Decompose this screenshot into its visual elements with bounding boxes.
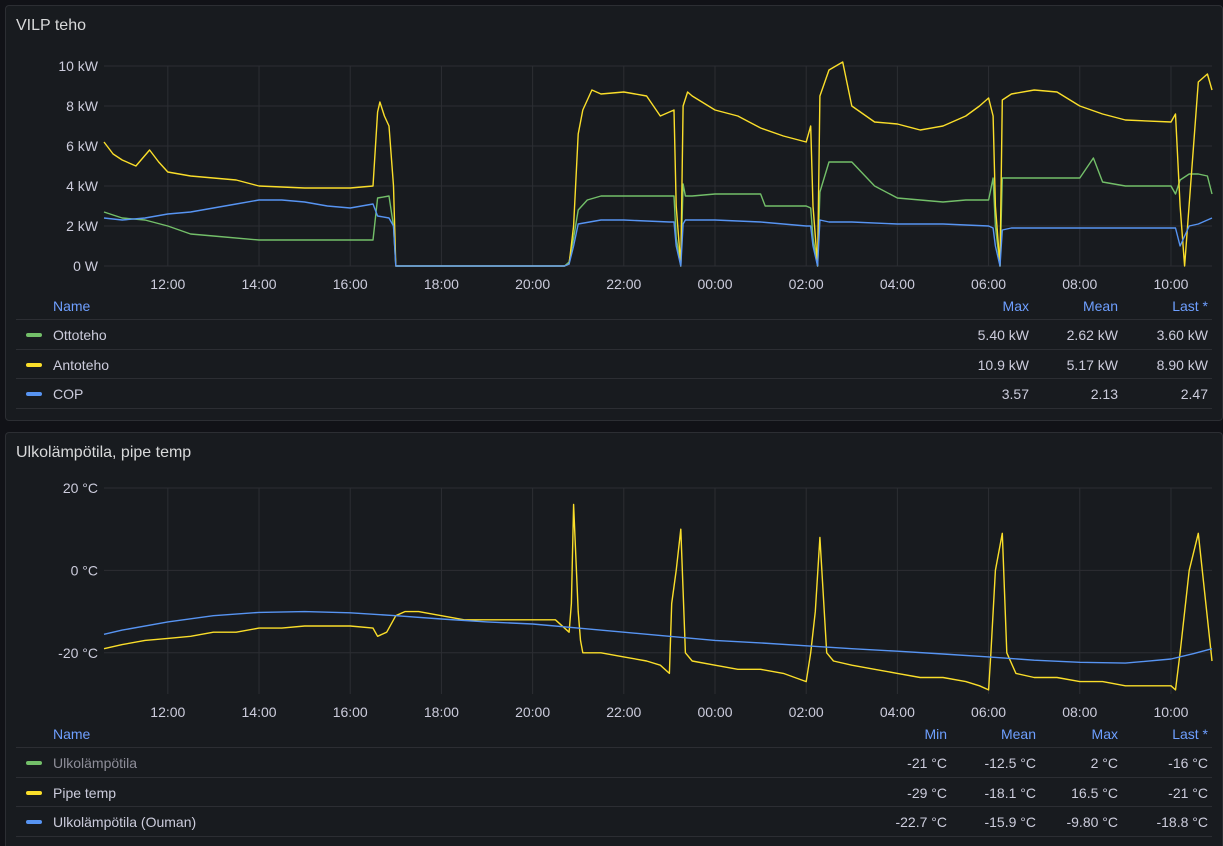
series-line-pipe-temp[interactable] [103,503,1213,691]
legend-row[interactable]: Ulkolämpötila -21 °C -12.5 °C 2 °C -16 °C [16,748,1212,778]
y-tick-label: 4 kW [66,178,99,194]
x-tick-label: 06:00 [971,276,1006,292]
y-tick-label: 0 °C [71,562,98,578]
x-tick-label: 02:00 [789,704,824,720]
legend-column-header[interactable]: Min [924,726,947,742]
legend-name-header[interactable]: Name [53,298,91,314]
x-tick-label: 02:00 [789,276,824,292]
x-tick-label: 18:00 [424,276,459,292]
legend-row[interactable]: Antoteho 10.9 kW 5.17 kW 8.90 kW [16,350,1212,379]
x-tick-label: 00:00 [697,704,732,720]
legend-name-header[interactable]: Name [53,726,91,742]
legend-value: 2.47 [1180,386,1208,402]
x-tick-label: 14:00 [242,276,277,292]
y-tick-label: -20 °C [58,645,98,661]
legend-series-name[interactable]: Antoteho [53,356,110,373]
x-tick-label: 22:00 [606,704,641,720]
temperature-chart[interactable]: -20 °C 0 °C 20 °C 12:00 14:00 16:00 18:00 20:00… [6,433,1222,733]
x-tick-label: 16:00 [333,704,368,720]
series-line-ulkol-mp-tila-ouman-[interactable] [103,610,1213,664]
x-tick-label: 08:00 [1062,704,1097,720]
legend-header: Name Min Mean Max Last * [16,720,1212,748]
x-tick-label: 16:00 [333,276,368,292]
legend-value: -29 °C [907,784,947,801]
legend-value: 3.57 [1001,386,1029,402]
legend-color-swatch[interactable] [26,761,42,765]
legend-column-header[interactable]: Max [1002,298,1029,314]
legend-value: -21 °C [907,755,947,771]
x-tick-label: 20:00 [515,704,550,720]
y-tick-label: 20 °C [63,480,98,496]
legend-value: -15.9 °C [984,814,1036,830]
x-tick-label: 18:00 [424,704,459,720]
legend-color-swatch[interactable] [26,392,42,396]
temperature-legend: Name Min Mean Max Last * Ulkolämpötila -21 °C -… [16,720,1212,837]
legend-value: 5.17 kW [1066,356,1118,373]
panel-title[interactable]: VILP teho [16,17,86,34]
legend-color-swatch[interactable] [26,333,42,337]
panel-title[interactable]: Ulkolämpötila, pipe temp [16,444,192,461]
legend-column-header[interactable]: Last * [1172,726,1208,742]
legend-value: -18.1 °C [984,784,1036,801]
power-panel: VILP teho 0 W 2 kW 4 kW 6 kW 8 kW 10 kW 12:00 1… [5,5,1223,421]
legend-value: 3.60 kW [1156,327,1208,343]
legend-column-header[interactable]: Max [1091,726,1118,742]
legend-column-header[interactable]: Mean [1082,298,1118,314]
legend-value: 2 °C [1090,755,1118,771]
legend-row[interactable]: Ulkolämpötila (Ouman) -22.7 °C -15.9 °C -9.… [16,807,1212,837]
legend-value: -9.80 °C [1066,814,1118,830]
legend-header: Name Max Mean Last * [16,292,1212,320]
legend-value: -22.7 °C [895,814,947,830]
series-line-ottoteho[interactable] [103,157,1213,267]
x-tick-label: 22:00 [606,276,641,292]
legend-value: 2.62 kW [1066,327,1118,343]
power-chart[interactable]: 0 W 2 kW 4 kW 6 kW 8 kW 10 kW 12:00 14:00 16:00 1… [6,6,1222,306]
legend-value: 5.40 kW [977,327,1029,343]
legend-series-name[interactable]: COP [53,386,84,402]
y-tick-label: 0 W [73,258,99,274]
y-tick-label: 2 kW [66,218,99,234]
series-line-antoteho[interactable] [103,61,1213,267]
legend-value: 2.13 [1090,386,1118,402]
legend-row[interactable]: COP 3.57 2.13 2.47 [16,379,1212,409]
legend-column-header[interactable]: Last * [1172,298,1208,314]
x-tick-label: 10:00 [1153,276,1188,292]
x-tick-label: 04:00 [880,276,915,292]
series-line-cop[interactable] [103,199,1213,267]
legend-series-name[interactable]: Ottoteho [53,327,107,343]
legend-value: -12.5 °C [984,755,1036,771]
power-legend: Name Max Mean Last * Ottoteho 5.40 kW 2.62 kW 3… [16,292,1212,409]
temperature-panel: Ulkolämpötila, pipe temp -20 °C 0 °C 20 °C… [5,432,1223,846]
legend-row[interactable]: Pipe temp -29 °C -18.1 °C 16.5 °C -21 °C [16,778,1212,807]
legend-color-swatch[interactable] [26,820,42,824]
legend-series-name[interactable]: Ulkolämpötila [53,755,138,771]
legend-value: 16.5 °C [1071,784,1118,801]
legend-value: -21 °C [1168,784,1208,801]
y-tick-label: 6 kW [66,138,99,154]
legend-color-swatch[interactable] [26,362,42,367]
legend-column-header[interactable]: Mean [1000,726,1036,742]
legend-color-swatch[interactable] [26,790,42,795]
x-tick-label: 12:00 [150,276,185,292]
x-tick-label: 06:00 [971,704,1006,720]
x-tick-label: 00:00 [697,276,732,292]
legend-row[interactable]: Ottoteho 5.40 kW 2.62 kW 3.60 kW [16,320,1212,350]
legend-series-name[interactable]: Pipe temp [53,784,117,801]
x-tick-label: 04:00 [880,704,915,720]
x-tick-label: 14:00 [242,704,277,720]
x-tick-label: 08:00 [1062,276,1097,292]
legend-value: 8.90 kW [1156,356,1208,373]
legend-value: 10.9 kW [977,356,1029,373]
x-tick-label: 10:00 [1153,704,1188,720]
legend-value: -16 °C [1168,755,1208,771]
legend-series-name[interactable]: Ulkolämpötila (Ouman) [53,814,197,830]
x-tick-label: 12:00 [150,704,185,720]
y-tick-label: 10 kW [58,58,98,74]
x-tick-label: 20:00 [515,276,550,292]
y-tick-label: 8 kW [66,98,99,114]
legend-value: -18.8 °C [1156,814,1208,830]
